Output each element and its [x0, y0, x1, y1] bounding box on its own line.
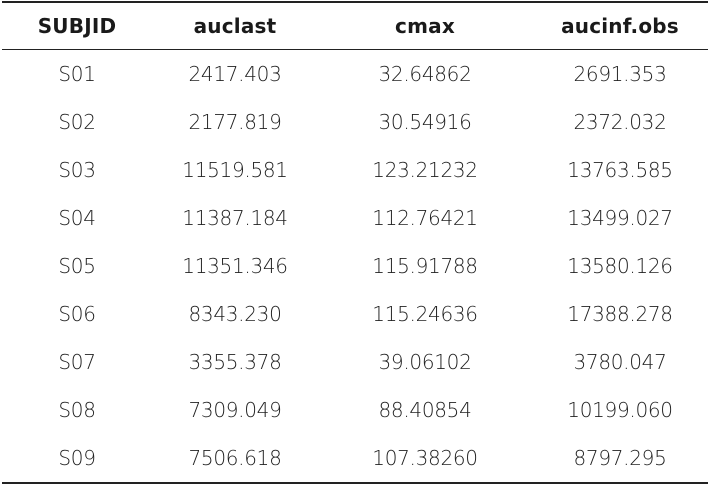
table-row: S04 11387.184 112.76421 13499.027: [2, 194, 708, 242]
cell-aucinf-obs: 13499.027: [567, 206, 673, 230]
cell-cmax: 115.91788: [372, 254, 478, 278]
cell-aucinf-obs: 2372.032: [573, 110, 667, 134]
table-row: S02 2177.819 30.54916 2372.032: [2, 98, 708, 146]
cell-cmax: 30.54916: [378, 110, 472, 134]
cell-subjid: S01: [58, 62, 96, 86]
cell-cmax: 115.24636: [372, 302, 478, 326]
table-row: S05 11351.346 115.91788 13580.126: [2, 242, 708, 290]
cell-subjid: S02: [58, 110, 96, 134]
header-cmax: cmax: [395, 14, 455, 38]
cell-auclast: 11351.346: [182, 254, 288, 278]
cell-cmax: 112.76421: [372, 206, 478, 230]
cell-subjid: S08: [58, 398, 96, 422]
cell-cmax: 107.38260: [372, 446, 478, 470]
table-row: S09 7506.618 107.38260 8797.295: [2, 434, 708, 483]
table-row: S07 3355.378 39.06102 3780.047: [2, 338, 708, 386]
cell-cmax: 39.06102: [378, 350, 472, 374]
cell-aucinf-obs: 10199.060: [567, 398, 673, 422]
cell-subjid: S03: [58, 158, 96, 182]
cell-aucinf-obs: 13763.585: [567, 158, 673, 182]
cell-aucinf-obs: 3780.047: [573, 350, 667, 374]
cell-auclast: 11387.184: [182, 206, 288, 230]
cell-auclast: 7506.618: [188, 446, 282, 470]
cell-subjid: S09: [58, 446, 96, 470]
cell-subjid: S04: [58, 206, 96, 230]
cell-aucinf-obs: 13580.126: [567, 254, 673, 278]
cell-cmax: 88.40854: [378, 398, 472, 422]
cell-auclast: 3355.378: [188, 350, 282, 374]
cell-aucinf-obs: 8797.295: [573, 446, 667, 470]
cell-subjid: S06: [58, 302, 96, 326]
cell-cmax: 123.21232: [372, 158, 478, 182]
cell-aucinf-obs: 17388.278: [567, 302, 673, 326]
table-row: S01 2417.403 32.64862 2691.353: [2, 50, 708, 99]
cell-subjid: S05: [58, 254, 96, 278]
cell-aucinf-obs: 2691.353: [573, 62, 667, 86]
header-subjid: SUBJID: [37, 14, 117, 38]
cell-auclast: 2417.403: [188, 62, 282, 86]
cell-auclast: 11519.581: [182, 158, 288, 182]
cell-auclast: 2177.819: [188, 110, 282, 134]
cell-cmax: 32.64862: [378, 62, 472, 86]
table-row: S06 8343.230 115.24636 17388.278: [2, 290, 708, 338]
header-aucinf-obs: aucinf.obs: [561, 14, 679, 38]
table-row: S08 7309.049 88.40854 10199.060: [2, 386, 708, 434]
cell-subjid: S07: [58, 350, 96, 374]
cell-auclast: 8343.230: [188, 302, 282, 326]
header-auclast: auclast: [193, 14, 277, 38]
cell-auclast: 7309.049: [188, 398, 282, 422]
header-row: SUBJID auclast cmax aucinf.obs: [2, 2, 708, 50]
table-row: S03 11519.581 123.21232 13763.585: [2, 146, 708, 194]
